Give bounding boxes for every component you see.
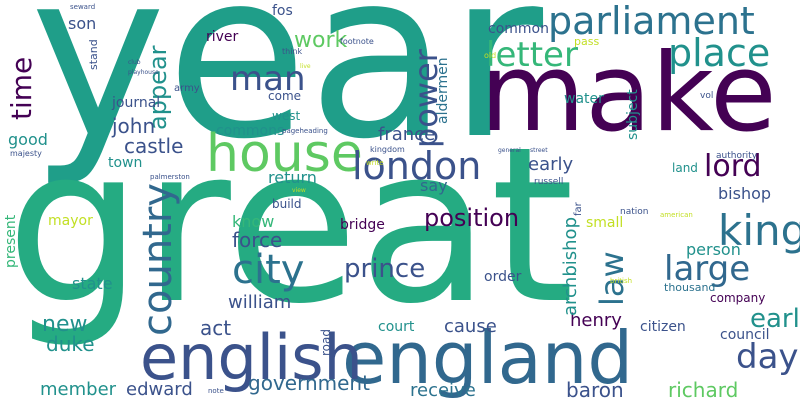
word-pass: pass — [574, 35, 600, 48]
word-seward: seward — [70, 3, 96, 11]
word-court: court — [378, 319, 415, 335]
word-early: early — [528, 154, 574, 175]
word-road: road — [319, 329, 333, 356]
word-letter: letter — [486, 35, 578, 75]
word-street: street — [530, 147, 548, 154]
word-fos: fos — [272, 3, 293, 19]
word-west: west — [272, 109, 301, 123]
word-year: year — [30, 0, 544, 190]
word-william: william — [228, 292, 292, 313]
word-water: water — [564, 91, 604, 107]
word-france: france — [378, 124, 436, 145]
word-state: state — [72, 274, 113, 293]
word-baron: baron — [566, 378, 624, 400]
word-man: man — [230, 59, 306, 99]
word-order: order — [484, 269, 522, 285]
word-authority: authority — [716, 151, 758, 161]
word-say: say — [420, 176, 448, 195]
word-henry: henry — [570, 310, 622, 331]
word-commons: commons — [216, 123, 285, 139]
word-common: common — [488, 21, 549, 37]
word-good: good — [8, 130, 48, 149]
word-majesty: majesty — [10, 149, 42, 158]
word-citizen: citizen — [640, 319, 686, 335]
word-king: king — [718, 206, 800, 255]
word-write: write — [366, 159, 384, 167]
word-company: company — [710, 291, 766, 305]
word-edward: edward — [126, 379, 193, 400]
word-return: return — [268, 168, 317, 187]
word-archbishop: archbishop — [560, 217, 581, 316]
word-general: general — [498, 147, 521, 154]
word-lord: lord — [704, 149, 762, 184]
word-russell: russell — [534, 177, 564, 187]
word-aldermen: aldermen — [435, 57, 451, 124]
word-army: army — [174, 83, 200, 94]
word-live: live — [300, 63, 311, 70]
word-small: small — [586, 215, 624, 231]
word-england: england — [342, 316, 634, 400]
word-playhouse: playhouse — [128, 69, 159, 76]
word-earl: earl — [750, 304, 800, 334]
word-parliament: parliament — [548, 0, 755, 43]
word-council: council — [720, 327, 770, 343]
word-river: river — [206, 29, 239, 45]
word-day: day — [736, 337, 799, 377]
word-prince: prince — [344, 254, 426, 284]
word-nation: nation — [620, 207, 649, 217]
word-english: english — [140, 321, 363, 394]
word-position: position — [424, 204, 520, 232]
word-city: city — [232, 247, 305, 293]
word-government: government — [248, 371, 370, 395]
word-bishop: bishop — [718, 184, 772, 203]
word-know: know — [232, 212, 275, 231]
word-cause: cause — [444, 316, 497, 337]
word-time: time — [5, 56, 38, 120]
word-new: new — [42, 312, 88, 337]
word-kingdom: kingdom — [370, 145, 405, 154]
word-american: american — [660, 211, 693, 219]
word-london: london — [352, 144, 482, 188]
word-subject: subject — [625, 89, 641, 140]
word-come: come — [268, 89, 302, 103]
word-land: land — [672, 161, 698, 175]
word-son: son — [68, 14, 97, 33]
word-john: john — [112, 114, 156, 138]
word-castle: castle — [124, 134, 184, 158]
word-view: view — [292, 187, 306, 194]
word-act: act — [200, 316, 232, 340]
word-note: note — [208, 387, 224, 395]
word-make: make — [480, 31, 777, 156]
word-palmerston: palmerston — [150, 173, 190, 181]
word-build: build — [272, 197, 302, 211]
word-think: think — [282, 47, 303, 56]
word-far: far — [573, 202, 584, 216]
word-journal: journal — [112, 95, 161, 111]
word-duke: duke — [46, 332, 95, 356]
word-country: country — [135, 183, 181, 336]
word-vol: vol — [700, 91, 714, 101]
word-member: member — [40, 379, 117, 400]
word-mayor: mayor — [48, 213, 93, 229]
word-great: great — [6, 100, 575, 351]
word-town: town — [108, 155, 143, 171]
word-stand: stand — [87, 39, 100, 70]
word-thousand: thousand — [664, 281, 716, 294]
word-footnote: footnote — [340, 37, 374, 46]
word-old: old — [484, 51, 497, 60]
word-bridge: bridge — [340, 217, 385, 233]
word-person: person — [686, 240, 741, 259]
word-receive: receive — [410, 380, 476, 400]
word-large: large — [664, 249, 751, 289]
word-place: place — [668, 31, 771, 75]
word-british: british — [610, 277, 633, 285]
word-club: club — [128, 59, 141, 66]
word-present: present — [3, 214, 19, 268]
word-richard: richard — [668, 378, 739, 400]
word-force: force — [232, 228, 283, 252]
word-house: house — [206, 124, 363, 184]
word-work: work — [294, 28, 348, 53]
word-pageheading: pageheading — [282, 127, 328, 135]
